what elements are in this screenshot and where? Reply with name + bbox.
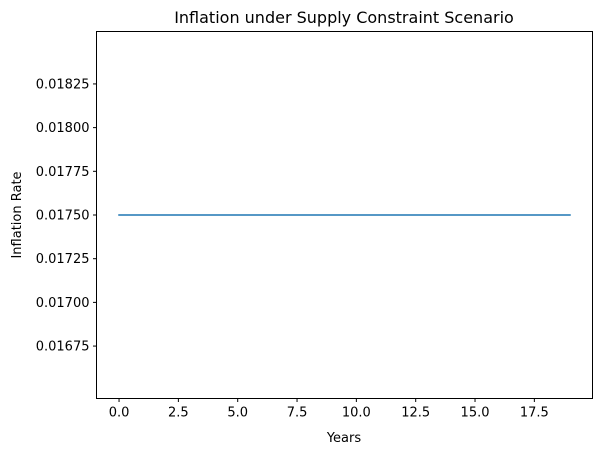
x-tick-label: 5.0 — [227, 406, 248, 421]
x-tick-label: 7.5 — [287, 406, 308, 421]
y-tick-label: 0.01800 — [36, 121, 90, 136]
plot-frame — [96, 31, 593, 399]
y-tick-label: 0.01725 — [36, 252, 90, 267]
y-tick-label: 0.01775 — [36, 165, 90, 180]
x-axis-label: Years — [326, 431, 362, 446]
x-tick-label: 17.5 — [520, 406, 549, 421]
x-tick-label: 12.5 — [401, 406, 430, 421]
y-tick-label: 0.01675 — [36, 340, 90, 355]
x-tick-label: 10.0 — [342, 406, 371, 421]
y-tick-label: 0.01750 — [36, 209, 90, 224]
y-tick-label: 0.01700 — [36, 296, 90, 311]
x-axis-ticks: 0.0 2.5 5.0 7.5 10.0 12.5 15.0 17.5 — [109, 398, 549, 421]
y-axis-label: Inflation Rate — [10, 171, 25, 258]
y-tick-label: 0.01825 — [36, 77, 90, 92]
chart-title: Inflation under Supply Constraint Scenar… — [174, 8, 514, 27]
x-tick-label: 0.0 — [109, 406, 130, 421]
x-tick-label: 2.5 — [168, 406, 189, 421]
y-axis-ticks: 0.01675 0.01700 0.01725 0.01750 0.01775 0.018… — [36, 77, 97, 355]
x-tick-label: 15.0 — [461, 406, 490, 421]
